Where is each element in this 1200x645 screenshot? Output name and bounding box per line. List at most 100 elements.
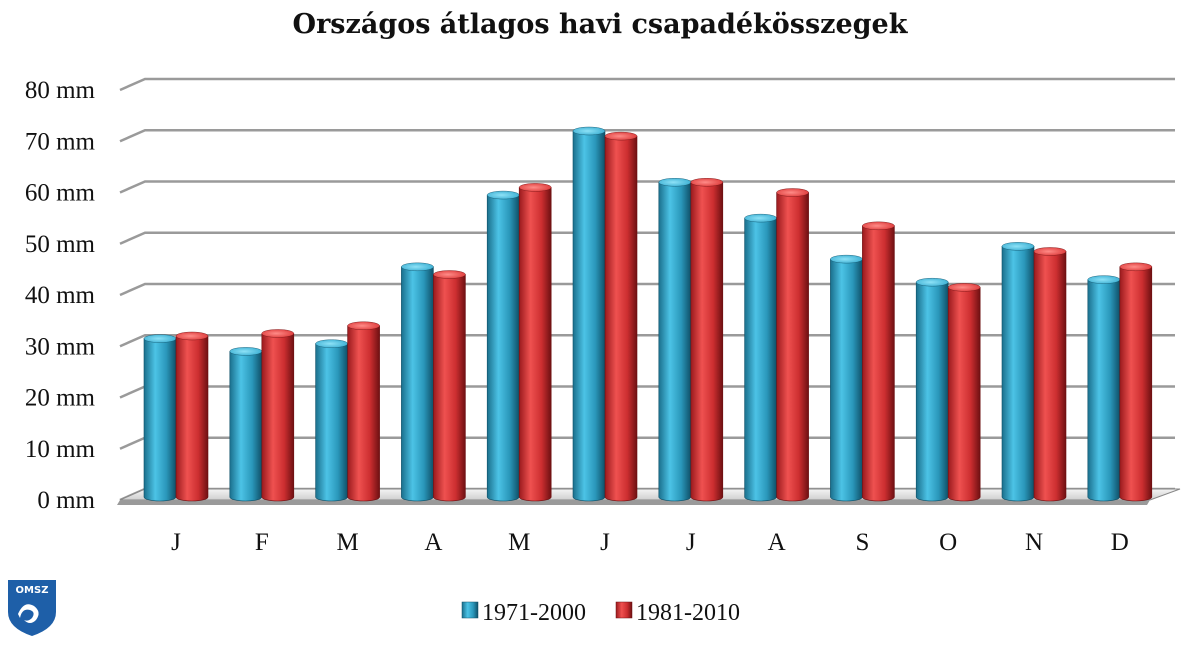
bar-cap-0-3	[401, 262, 434, 272]
bar-1981-2010-M-4	[518, 183, 552, 502]
y-tick-label-1: 10 mm	[25, 436, 96, 463]
bar-cap-1-1	[261, 329, 294, 338]
bar-body-0-8	[830, 258, 863, 502]
bar-cap-0-4	[487, 190, 520, 200]
bar-1981-2010-D-11	[1119, 262, 1153, 502]
x-tick-label-6: J	[686, 529, 696, 556]
bar-cap-1-4	[519, 183, 552, 192]
bar-body-1-2	[347, 325, 380, 502]
x-tick-label-7: A	[768, 529, 786, 556]
bar-cap-1-6	[690, 178, 723, 187]
bar-cap-0-6	[658, 178, 691, 187]
bar-1981-2010-S-8	[862, 221, 895, 502]
y-axis: 0 mm 10 mm 20 mm 30 mm 40 mm 50 mm 60 mm 70 mm 8…	[25, 77, 96, 514]
bar-1971-2000-M-4	[486, 190, 520, 502]
bar-1971-2000-O-9	[915, 277, 949, 502]
x-tick-label-4: M	[508, 529, 530, 556]
bar-cap-1-9	[948, 283, 981, 292]
x-tick-label-10: N	[1025, 529, 1043, 556]
bar-cap-0-5	[572, 126, 606, 136]
bar-cap-0-8	[830, 254, 863, 264]
bar-body-0-4	[486, 194, 520, 502]
bar-cap-1-5	[604, 131, 638, 141]
floor-edge	[117, 500, 1150, 505]
y-tick-label-0: 0 mm	[37, 487, 95, 514]
legend-label-series-2: 1981-2010	[636, 600, 740, 626]
bar-1981-2010-J-6	[690, 178, 724, 502]
bar-cap-0-0	[143, 334, 177, 343]
bar-1971-2000-F-1	[229, 347, 263, 502]
bar-1971-2000-A-3	[401, 262, 434, 502]
bar-body-0-3	[401, 266, 434, 502]
x-tick-label-8: S	[855, 529, 869, 556]
logo-wave-icon	[18, 604, 39, 623]
y-tick-label-8: 80 mm	[25, 77, 96, 104]
legend: 1971-2000 1981-2010	[461, 600, 740, 626]
bar-1971-2000-N-10	[1001, 242, 1035, 502]
bar-cap-1-2	[347, 321, 380, 330]
bar-body-1-7	[776, 192, 809, 502]
bar-cap-0-2	[315, 339, 348, 348]
bar-cap-1-10	[1033, 247, 1067, 256]
bar-body-1-10	[1033, 251, 1067, 502]
bar-body-1-1	[261, 333, 295, 502]
bar-body-0-6	[658, 181, 692, 502]
bar-1971-2000-D-11	[1087, 275, 1121, 502]
bar-cap-0-9	[916, 277, 949, 287]
bars	[143, 126, 1153, 502]
legend-label-series-1: 1971-2000	[482, 600, 586, 626]
bar-cap-1-8	[862, 221, 895, 231]
y-tick-label-6: 60 mm	[25, 180, 96, 207]
bar-body-0-10	[1001, 246, 1035, 502]
bar-cap-0-1	[229, 347, 263, 356]
bar-1981-2010-A-7	[776, 188, 809, 502]
x-tick-label-11: D	[1111, 529, 1129, 556]
y-tick-label-3: 30 mm	[25, 333, 96, 360]
x-tick-label-9: O	[939, 529, 957, 556]
gridline-8	[119, 77, 1175, 92]
bar-1981-2010-N-10	[1033, 247, 1067, 502]
bar-body-1-8	[862, 225, 895, 502]
bar-body-1-0	[175, 335, 209, 502]
chart-title: Országos átlagos havi csapadékösszegek	[293, 9, 909, 40]
logo-label: OMSZ	[16, 585, 49, 596]
bar-body-0-5	[572, 130, 606, 502]
legend-swatch-series-2	[615, 601, 633, 619]
bar-body-0-1	[229, 351, 263, 502]
bar-1971-2000-S-8	[830, 254, 863, 502]
bar-1981-2010-O-9	[947, 283, 981, 502]
x-tick-label-1: F	[255, 529, 269, 556]
bar-body-0-2	[315, 343, 348, 502]
bar-body-1-4	[518, 187, 552, 502]
gridline-5	[119, 231, 1175, 245]
y-tick-label-7: 70 mm	[25, 128, 96, 155]
bar-body-1-3	[433, 274, 466, 502]
bar-1971-2000-J-5	[572, 126, 606, 502]
legend-item-series-2: 1981-2010	[615, 600, 740, 626]
bar-body-1-6	[690, 181, 724, 502]
bar-cap-1-3	[433, 270, 466, 279]
bar-1981-2010-J-5	[604, 131, 638, 502]
bar-body-0-9	[915, 281, 949, 502]
bar-1981-2010-A-3	[433, 270, 466, 502]
gridline-6	[119, 180, 1175, 194]
x-tick-label-0: J	[171, 529, 181, 556]
x-tick-label-5: J	[600, 529, 610, 556]
bar-body-0-0	[143, 338, 177, 502]
bar-body-1-9	[947, 287, 981, 502]
bar-1971-2000-M-2	[315, 339, 348, 502]
y-tick-label-2: 20 mm	[25, 385, 96, 412]
bar-1981-2010-F-1	[261, 329, 295, 502]
bar-1981-2010-J-0	[175, 331, 209, 502]
bar-1971-2000-J-6	[658, 178, 692, 502]
bar-1971-2000-J-0	[143, 334, 177, 502]
x-tick-label-2: M	[336, 529, 358, 556]
bar-1971-2000-A-7	[744, 213, 777, 502]
bar-cap-0-11	[1087, 275, 1121, 284]
bar-body-0-11	[1087, 279, 1121, 502]
chart-floor	[117, 488, 1181, 505]
omsz-logo: OMSZ	[8, 580, 56, 636]
bar-cap-0-7	[744, 213, 777, 223]
